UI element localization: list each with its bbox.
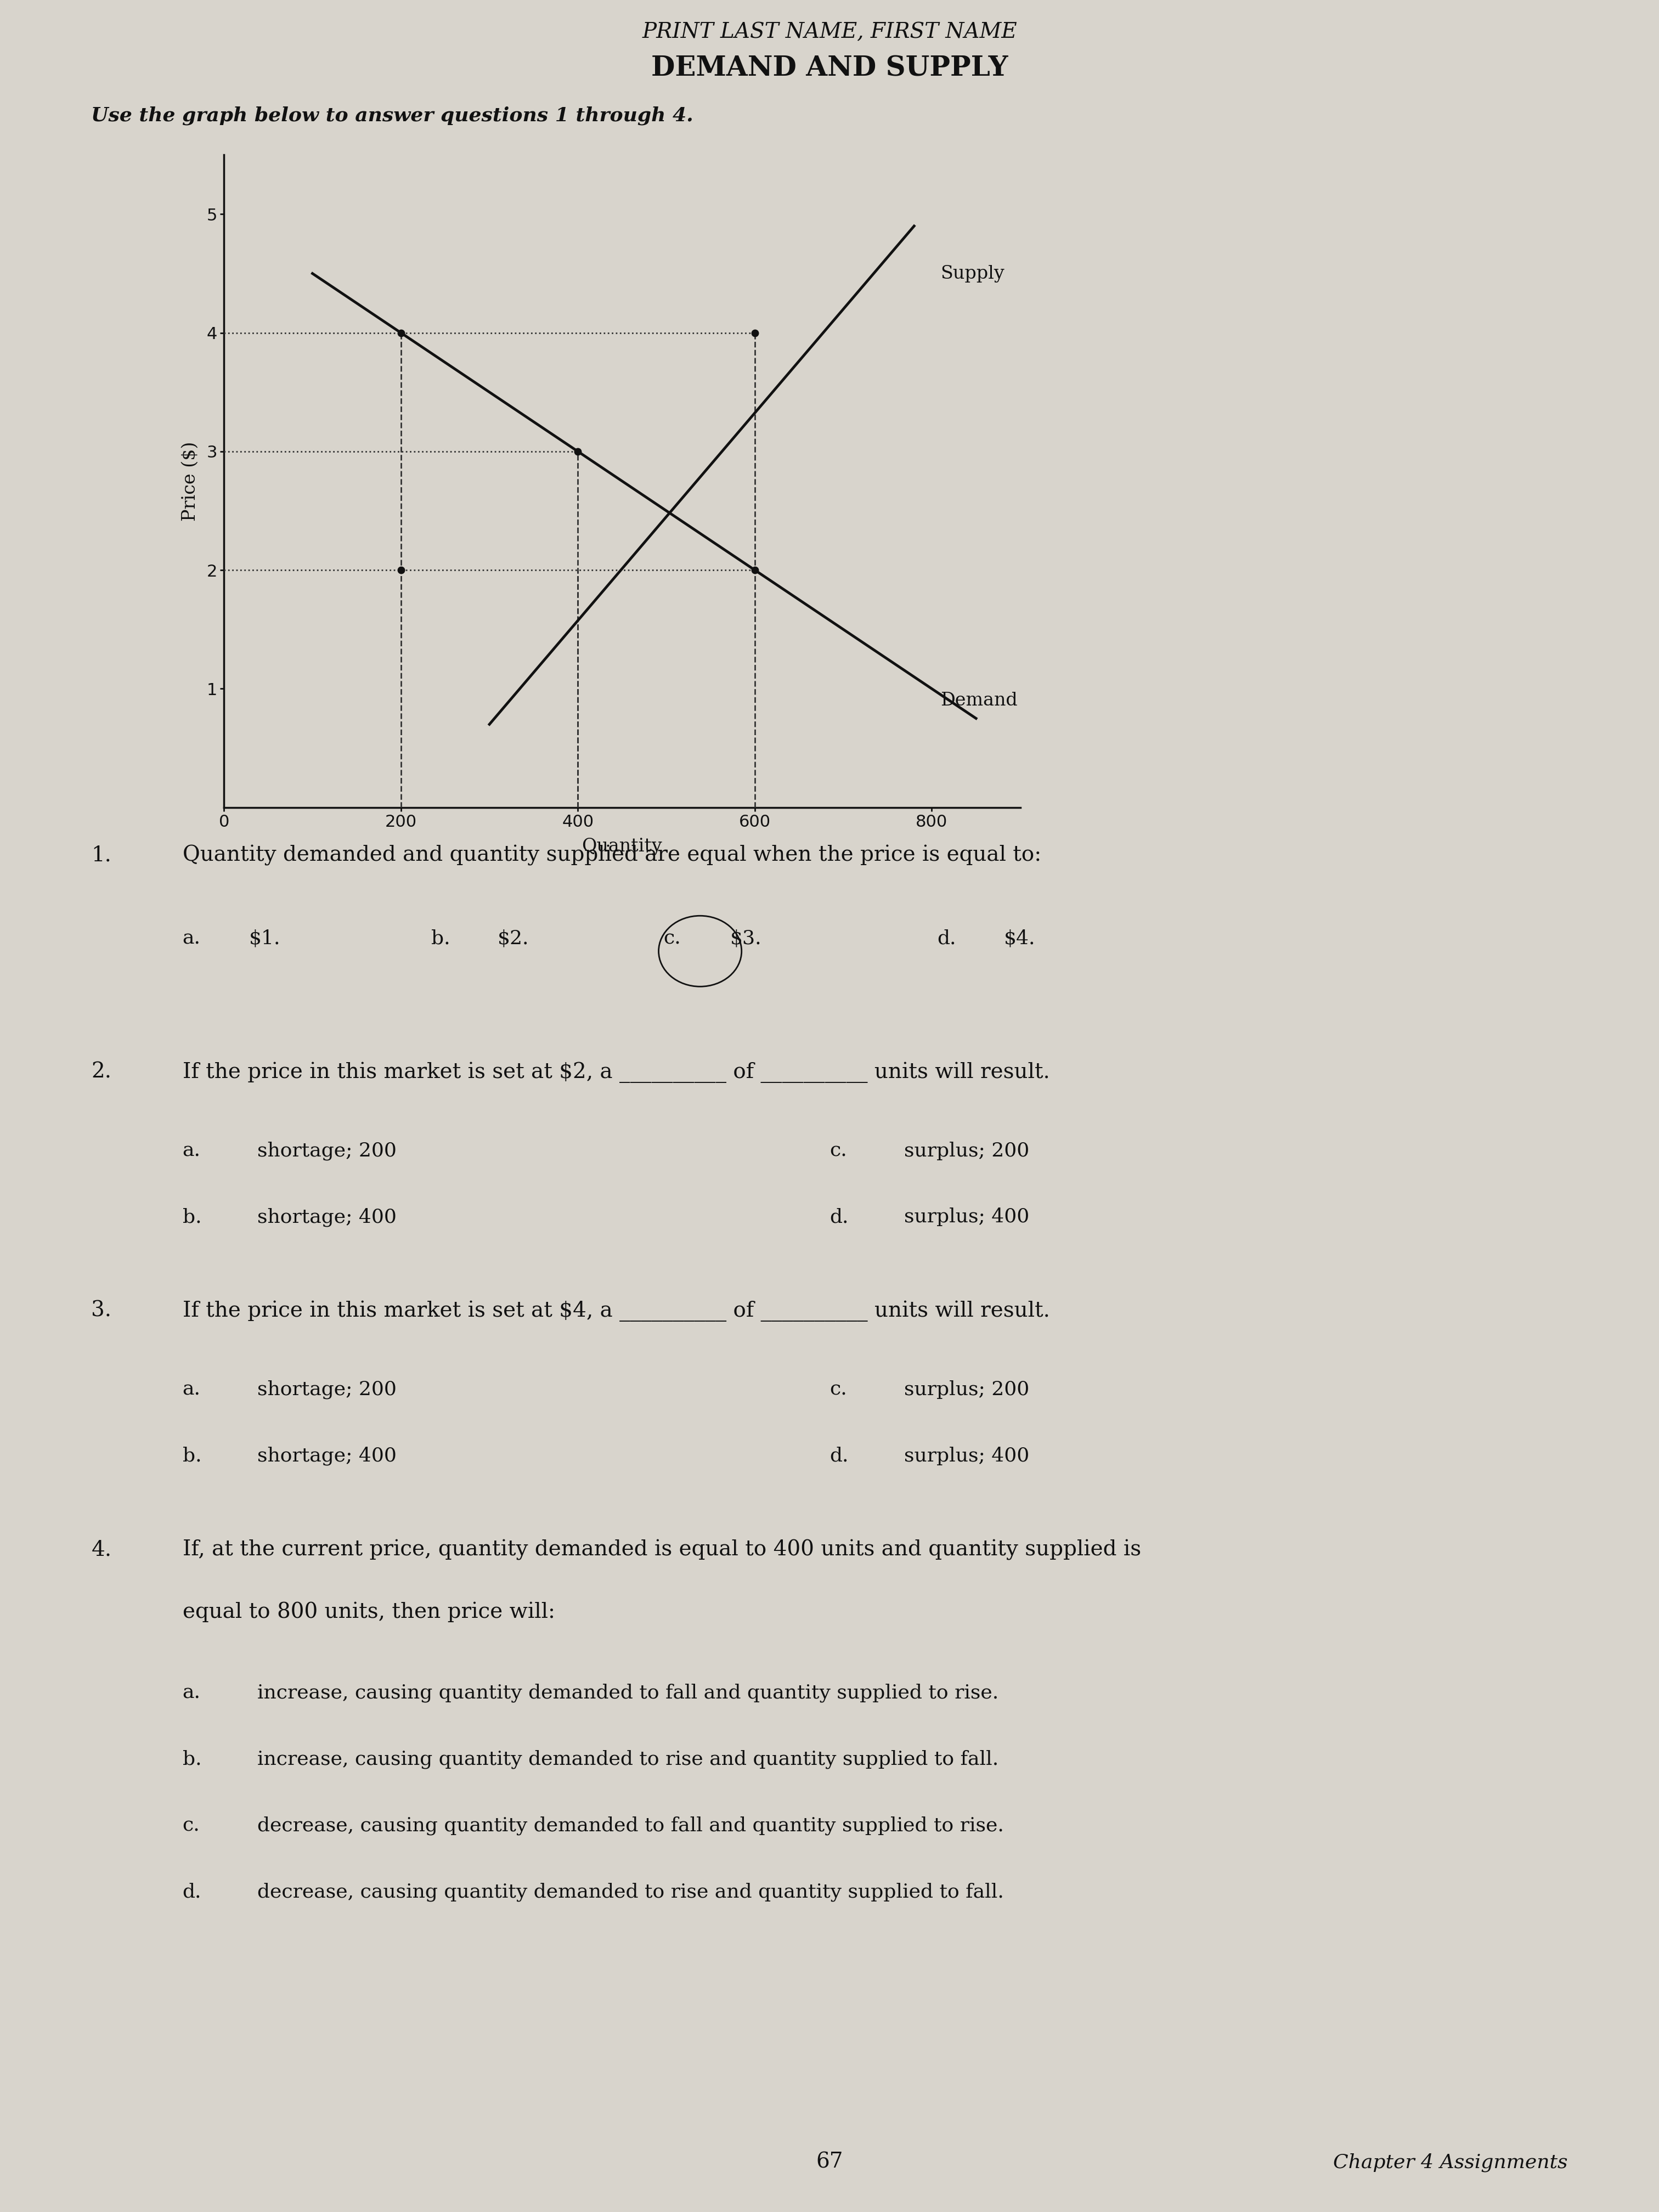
Text: a.: a. bbox=[182, 1380, 201, 1398]
Text: decrease, causing quantity demanded to rise and quantity supplied to fall.: decrease, causing quantity demanded to r… bbox=[257, 1882, 1004, 1902]
Text: c.: c. bbox=[182, 1816, 199, 1834]
Text: surplus; 400: surplus; 400 bbox=[904, 1447, 1029, 1464]
Text: shortage; 200: shortage; 200 bbox=[257, 1380, 397, 1400]
Text: Supply: Supply bbox=[941, 265, 1005, 283]
Text: Use the graph below to answer questions 1 through 4.: Use the graph below to answer questions … bbox=[91, 106, 693, 126]
Text: b.: b. bbox=[182, 1750, 201, 1767]
Text: surplus; 400: surplus; 400 bbox=[904, 1208, 1029, 1225]
Text: c.: c. bbox=[830, 1141, 846, 1159]
Text: b.: b. bbox=[182, 1447, 201, 1464]
Y-axis label: Price ($): Price ($) bbox=[181, 440, 199, 522]
Text: $2.: $2. bbox=[498, 929, 529, 947]
Text: If, at the current price, quantity demanded is equal to 400 units and quantity s: If, at the current price, quantity deman… bbox=[182, 1540, 1141, 1559]
Text: $3.: $3. bbox=[730, 929, 761, 947]
Text: equal to 800 units, then price will:: equal to 800 units, then price will: bbox=[182, 1601, 556, 1621]
Text: Chapter 4 Assignments: Chapter 4 Assignments bbox=[1334, 2152, 1568, 2172]
Text: d.: d. bbox=[182, 1882, 201, 1900]
Text: surplus; 200: surplus; 200 bbox=[904, 1380, 1029, 1398]
Text: b.: b. bbox=[431, 929, 450, 947]
Text: PRINT LAST NAME, FIRST NAME: PRINT LAST NAME, FIRST NAME bbox=[642, 22, 1017, 42]
Text: DEMAND AND SUPPLY: DEMAND AND SUPPLY bbox=[650, 55, 1009, 82]
Text: Demand: Demand bbox=[941, 692, 1019, 710]
Text: decrease, causing quantity demanded to fall and quantity supplied to rise.: decrease, causing quantity demanded to f… bbox=[257, 1816, 1004, 1836]
Text: If the price in this market is set at $2, a __________ of __________ units will : If the price in this market is set at $2… bbox=[182, 1062, 1050, 1084]
Text: shortage; 200: shortage; 200 bbox=[257, 1141, 397, 1161]
Text: c.: c. bbox=[830, 1380, 846, 1398]
Text: c.: c. bbox=[664, 929, 680, 947]
Text: 2.: 2. bbox=[91, 1062, 111, 1082]
Text: a.: a. bbox=[182, 929, 201, 947]
Text: surplus; 200: surplus; 200 bbox=[904, 1141, 1029, 1159]
Text: $4.: $4. bbox=[1004, 929, 1035, 947]
Text: Quantity demanded and quantity supplied are equal when the price is equal to:: Quantity demanded and quantity supplied … bbox=[182, 845, 1042, 865]
Text: 67: 67 bbox=[816, 2152, 843, 2172]
Text: 3.: 3. bbox=[91, 1301, 111, 1321]
Text: a.: a. bbox=[182, 1683, 201, 1701]
Text: d.: d. bbox=[830, 1447, 848, 1464]
Text: b.: b. bbox=[182, 1208, 201, 1225]
X-axis label: Quantity: Quantity bbox=[582, 838, 662, 856]
Text: $1.: $1. bbox=[249, 929, 280, 947]
Text: increase, causing quantity demanded to rise and quantity supplied to fall.: increase, causing quantity demanded to r… bbox=[257, 1750, 999, 1770]
Text: shortage; 400: shortage; 400 bbox=[257, 1208, 397, 1228]
Text: d.: d. bbox=[937, 929, 956, 947]
Text: d.: d. bbox=[830, 1208, 848, 1225]
Text: 1.: 1. bbox=[91, 845, 111, 865]
Text: 4.: 4. bbox=[91, 1540, 111, 1559]
Text: increase, causing quantity demanded to fall and quantity supplied to rise.: increase, causing quantity demanded to f… bbox=[257, 1683, 999, 1703]
Text: If the price in this market is set at $4, a __________ of __________ units will : If the price in this market is set at $4… bbox=[182, 1301, 1050, 1323]
Text: a.: a. bbox=[182, 1141, 201, 1159]
Text: shortage; 400: shortage; 400 bbox=[257, 1447, 397, 1467]
